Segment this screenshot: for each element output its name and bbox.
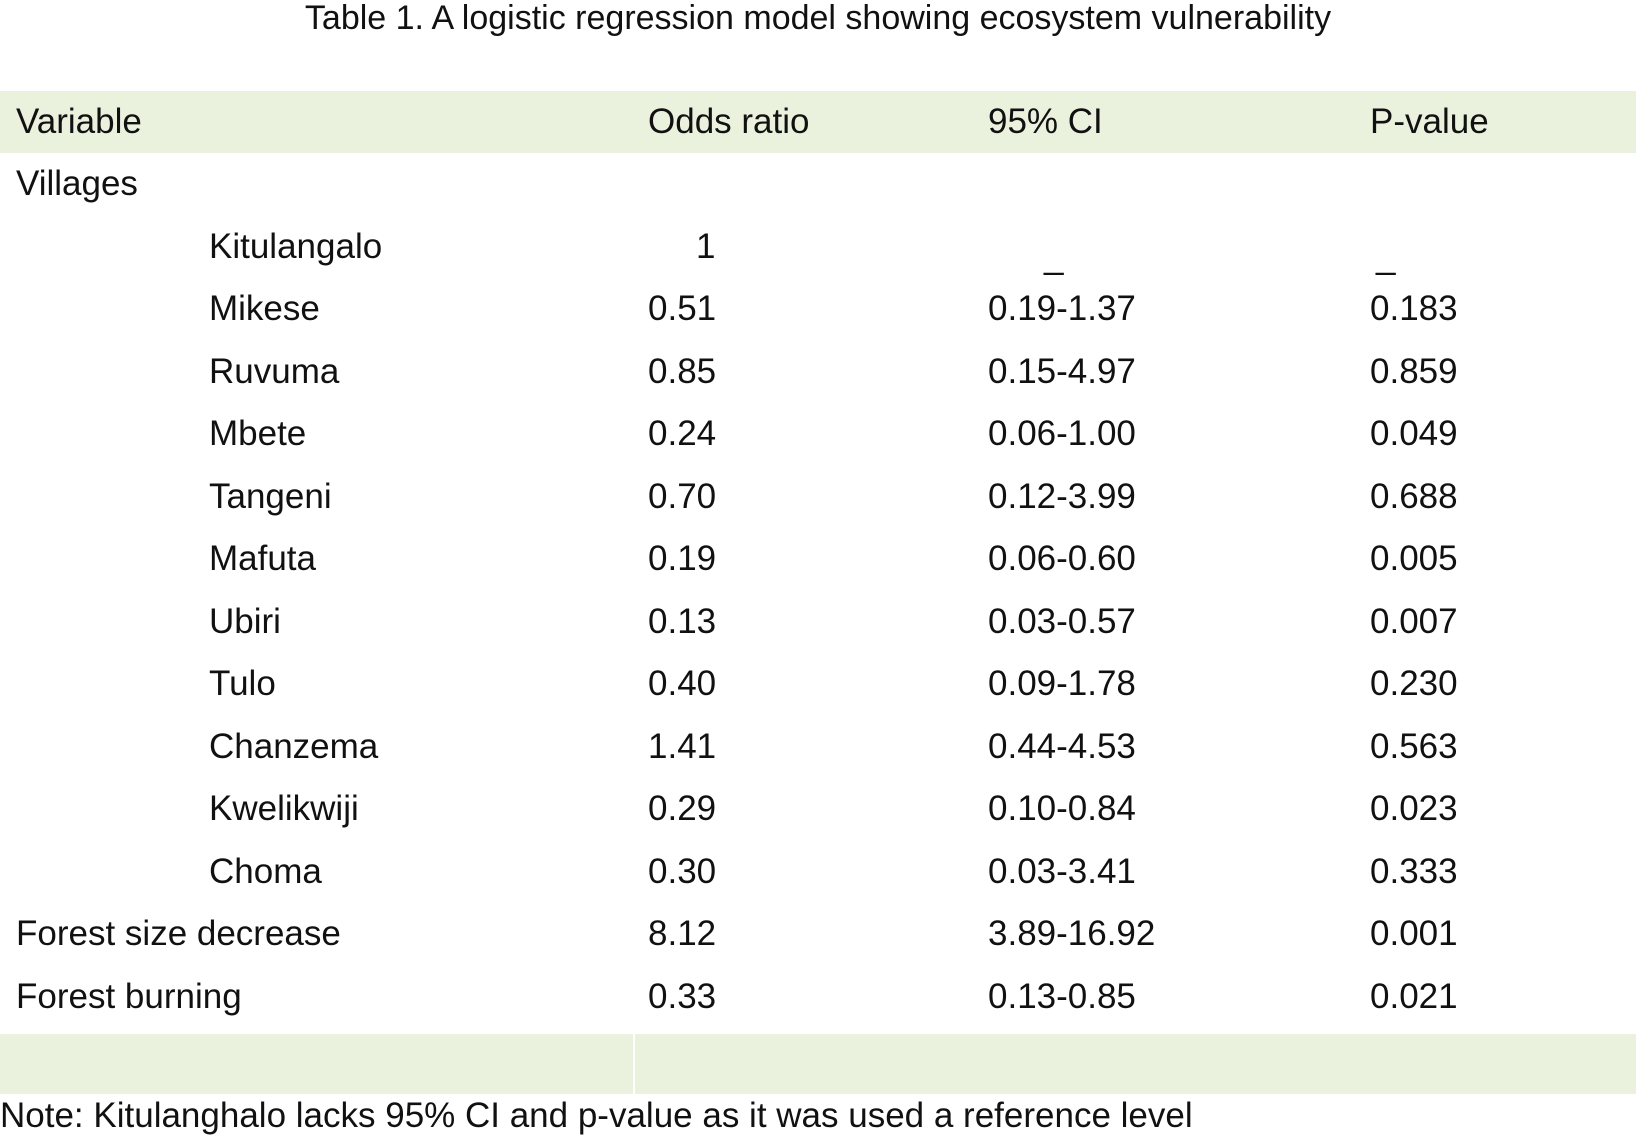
table-row: Forest burning 0.33 0.13-0.85 0.021 [0, 966, 1636, 1029]
ci-cell: 0.13-0.85 [988, 976, 1136, 1016]
variable-cell: Forest size decrease [16, 914, 341, 954]
table-row: Mikese 0.51 0.19-1.37 0.183 [0, 278, 1636, 341]
table-row: Kitulangalo 1 _ _ [0, 216, 1636, 279]
table-row: Ruvuma 0.85 0.15-4.97 0.859 [0, 341, 1636, 404]
table-row: Tulo 0.40 0.09-1.78 0.230 [0, 653, 1636, 716]
odds-ratio-cell: 0.13 [648, 601, 717, 641]
p-value-cell: 0.023 [1370, 789, 1458, 829]
table-row: Tangeni 0.70 0.12-3.99 0.688 [0, 466, 1636, 529]
p-value-cell: _ [1376, 236, 1396, 276]
table-row: Mafuta 0.19 0.06-0.60 0.005 [0, 528, 1636, 591]
table-row: Choma 0.30 0.03-3.41 0.333 [0, 841, 1636, 904]
ci-cell: 0.06-1.00 [988, 414, 1136, 454]
table-row: Mbete 0.24 0.06-1.00 0.049 [0, 403, 1636, 466]
table-row: Ubiri 0.13 0.03-0.57 0.007 [0, 591, 1636, 654]
header-ci: 95% CI [988, 102, 1103, 141]
p-value-cell: 0.021 [1370, 976, 1458, 1016]
ci-cell: 0.44-4.53 [988, 726, 1136, 766]
odds-ratio-cell: 0.19 [648, 539, 717, 579]
variable-cell: Kitulangalo [209, 226, 383, 266]
odds-ratio-cell: 8.12 [648, 914, 717, 954]
header-p-value: P-value [1370, 102, 1489, 141]
p-value-cell: 0.007 [1370, 601, 1458, 641]
odds-ratio-cell: 0.33 [648, 976, 717, 1016]
table-footer-band [0, 1034, 1636, 1094]
odds-ratio-cell: 0.24 [648, 414, 717, 454]
column-divider [633, 1034, 635, 1094]
odds-ratio-cell: 0.85 [648, 351, 717, 391]
p-value-cell: 0.688 [1370, 476, 1458, 516]
variable-cell: Tangeni [209, 476, 332, 516]
ci-cell: 0.12-3.99 [988, 476, 1136, 516]
ci-cell: 0.10-0.84 [988, 789, 1136, 829]
p-value-cell: 0.333 [1370, 851, 1458, 891]
ci-cell: 0.03-3.41 [988, 851, 1136, 891]
p-value-cell: 0.563 [1370, 726, 1458, 766]
header-odds-ratio: Odds ratio [648, 102, 810, 141]
variable-cell: Forest burning [16, 976, 242, 1016]
odds-ratio-cell: 1.41 [648, 726, 717, 766]
p-value-cell: 0.049 [1370, 414, 1458, 454]
variable-cell: Ruvuma [209, 351, 340, 391]
odds-ratio-cell: 0.30 [648, 851, 717, 891]
table-header-row: Variable Odds ratio 95% CI P-value [0, 91, 1636, 153]
table-note: Note: Kitulanghalo lacks 95% CI and p-va… [0, 1096, 1193, 1135]
table-row: Kwelikwiji 0.29 0.10-0.84 0.023 [0, 778, 1636, 841]
p-value-cell: 0.001 [1370, 914, 1458, 954]
variable-cell: Mikese [209, 289, 320, 329]
table-row: Forest size decrease 8.12 3.89-16.92 0.0… [0, 903, 1636, 966]
regression-table: Variable Odds ratio 95% CI P-value Villa… [0, 91, 1636, 1094]
variable-cell: Tulo [209, 664, 276, 704]
group-label: Villages [16, 164, 138, 204]
odds-ratio-cell: 0.29 [648, 789, 717, 829]
variable-cell: Mbete [209, 414, 307, 454]
p-value-cell: 0.005 [1370, 539, 1458, 579]
variable-cell: Chanzema [209, 726, 379, 766]
odds-ratio-cell: 0.40 [648, 664, 717, 704]
ci-cell: 3.89-16.92 [988, 914, 1156, 954]
p-value-cell: 0.230 [1370, 664, 1458, 704]
ci-cell: 0.09-1.78 [988, 664, 1136, 704]
p-value-cell: 0.183 [1370, 289, 1458, 329]
header-variable: Variable [16, 102, 142, 141]
ci-cell: _ [1044, 236, 1064, 276]
ci-cell: 0.15-4.97 [988, 351, 1136, 391]
variable-cell: Choma [209, 851, 322, 891]
variable-cell: Mafuta [209, 539, 316, 579]
variable-cell: Ubiri [209, 601, 281, 641]
odds-ratio-cell: 0.51 [648, 289, 717, 329]
odds-ratio-cell: 0.70 [648, 476, 717, 516]
table-caption: Table 1. A logistic regression model sho… [304, 0, 1332, 37]
ci-cell: 0.03-0.57 [988, 601, 1136, 641]
ci-cell: 0.19-1.37 [988, 289, 1136, 329]
group-row-villages: Villages [0, 153, 1636, 216]
table-row: Chanzema 1.41 0.44-4.53 0.563 [0, 716, 1636, 779]
odds-ratio-cell: 1 [696, 226, 716, 266]
variable-cell: Kwelikwiji [209, 789, 359, 829]
ci-cell: 0.06-0.60 [988, 539, 1136, 579]
p-value-cell: 0.859 [1370, 351, 1458, 391]
